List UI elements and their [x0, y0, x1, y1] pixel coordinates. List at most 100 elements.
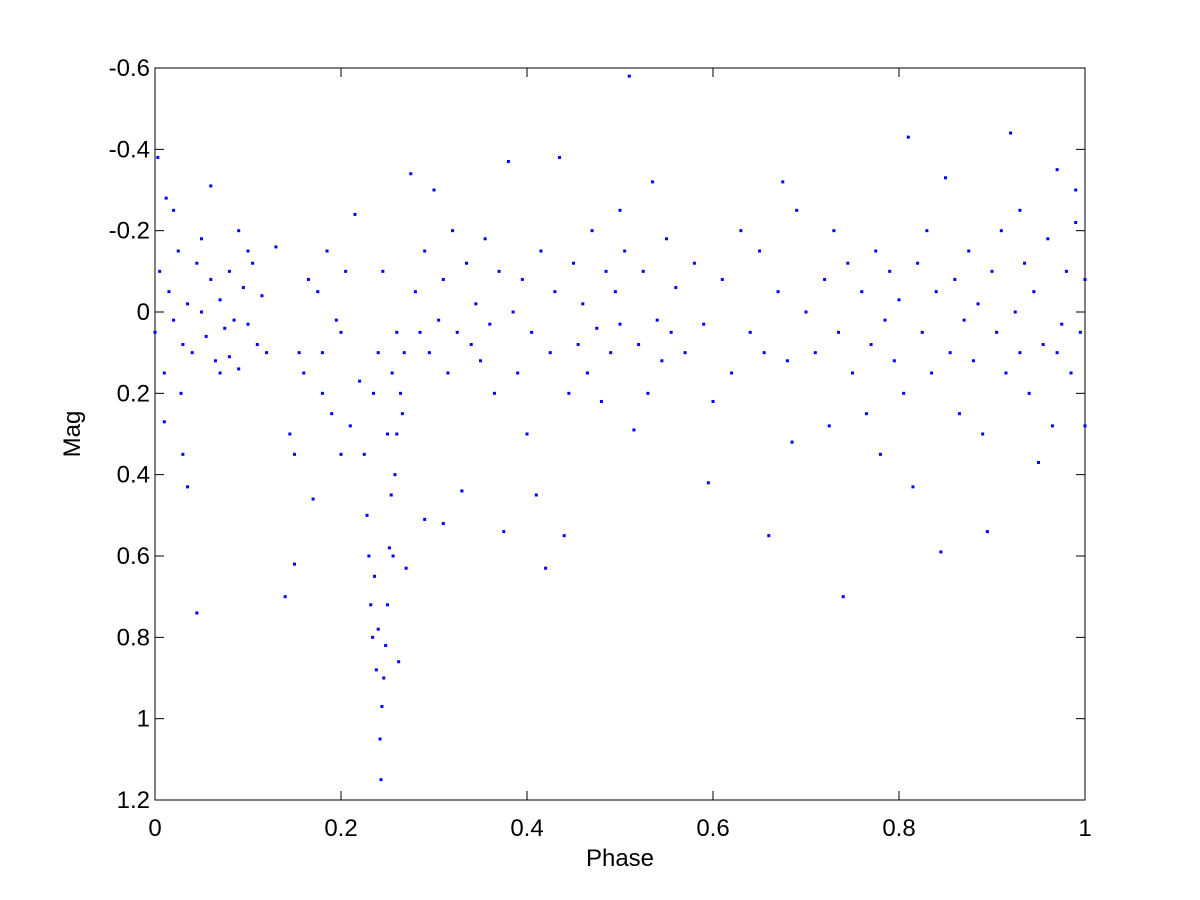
point — [437, 318, 441, 322]
point — [878, 452, 882, 456]
point — [962, 318, 966, 322]
point — [195, 261, 199, 265]
point — [548, 351, 552, 355]
point — [387, 546, 391, 550]
point — [702, 322, 706, 326]
y-axis-label: Mag — [59, 411, 86, 458]
point — [397, 660, 401, 664]
point — [1074, 221, 1078, 225]
point — [167, 290, 171, 294]
point — [990, 269, 994, 273]
point — [1009, 131, 1013, 135]
point — [637, 343, 641, 347]
point — [389, 493, 393, 497]
point — [158, 269, 162, 273]
point — [427, 351, 431, 355]
point — [227, 269, 231, 273]
point — [665, 237, 668, 241]
point — [213, 359, 217, 363]
point — [172, 318, 176, 322]
point — [632, 428, 636, 432]
point — [613, 290, 617, 294]
point — [576, 343, 580, 347]
point — [372, 391, 376, 395]
point — [455, 330, 459, 334]
point — [348, 424, 352, 428]
point — [441, 521, 445, 525]
point — [409, 172, 413, 176]
point — [781, 180, 785, 184]
point — [827, 424, 831, 428]
point — [544, 566, 548, 570]
point — [227, 355, 231, 359]
point — [156, 155, 160, 159]
point — [237, 229, 241, 233]
point — [260, 294, 264, 298]
point — [497, 269, 501, 273]
point — [1032, 290, 1036, 294]
point — [379, 778, 383, 782]
point — [381, 269, 385, 273]
point — [334, 318, 338, 322]
point — [995, 330, 999, 334]
point — [413, 290, 417, 294]
point — [832, 229, 836, 233]
y-tick-label: 0.2 — [117, 380, 150, 407]
point — [511, 310, 515, 314]
point — [367, 554, 371, 558]
point — [604, 269, 608, 273]
point — [386, 432, 389, 436]
point — [883, 318, 887, 322]
point — [785, 359, 789, 363]
point — [706, 481, 710, 485]
point — [474, 302, 478, 306]
point — [892, 359, 896, 363]
point — [479, 359, 482, 363]
point — [325, 249, 329, 253]
point — [200, 237, 203, 241]
point — [488, 322, 492, 326]
point — [967, 249, 971, 253]
point — [669, 330, 673, 334]
point — [386, 603, 389, 607]
point — [562, 534, 566, 538]
point — [585, 371, 589, 375]
point — [297, 351, 301, 355]
point — [999, 229, 1003, 233]
point — [590, 229, 594, 233]
x-tick-label: 0.6 — [696, 815, 729, 842]
point — [948, 351, 952, 355]
x-tick-label: 0.4 — [510, 815, 543, 842]
point — [181, 343, 185, 347]
point — [172, 208, 176, 212]
point — [1023, 261, 1027, 265]
point — [320, 351, 324, 355]
point — [374, 668, 378, 672]
point — [293, 452, 296, 456]
point — [627, 74, 631, 78]
point — [393, 473, 397, 477]
point — [790, 440, 794, 444]
point — [925, 229, 929, 233]
point — [739, 229, 743, 233]
point — [823, 277, 827, 281]
y-tick-label: -0.2 — [109, 218, 150, 245]
point — [934, 290, 938, 294]
point — [683, 351, 687, 355]
point — [1004, 371, 1008, 375]
point — [218, 371, 222, 375]
point — [553, 290, 557, 294]
point — [660, 359, 664, 363]
y-tick-label: 0.4 — [117, 462, 150, 489]
point — [369, 603, 373, 607]
point — [1055, 168, 1059, 172]
point — [1055, 351, 1059, 355]
point — [1069, 371, 1073, 375]
point — [906, 135, 910, 139]
point — [179, 391, 183, 395]
x-tick-label: 1 — [1078, 815, 1091, 842]
point — [469, 343, 473, 347]
point — [302, 371, 306, 375]
point — [674, 286, 678, 290]
